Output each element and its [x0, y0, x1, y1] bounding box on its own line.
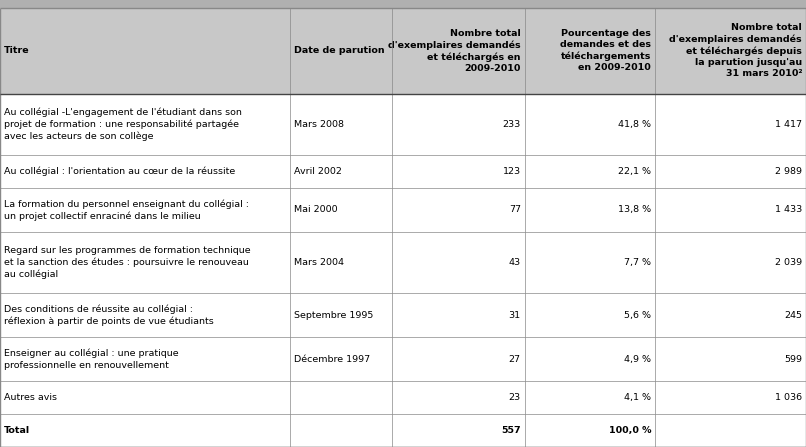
Text: 599: 599: [784, 355, 802, 364]
Text: 233: 233: [502, 120, 521, 129]
Text: Regard sur les programmes de formation technique
et la sanction des études : pou: Regard sur les programmes de formation t…: [4, 246, 251, 279]
Text: Décembre 1997: Décembre 1997: [294, 355, 371, 364]
Text: 7,7 %: 7,7 %: [624, 258, 651, 267]
Text: Mai 2000: Mai 2000: [294, 206, 338, 215]
Text: Au collégial -L'engagement de l'étudiant dans son
projet de formation : une resp: Au collégial -L'engagement de l'étudiant…: [4, 108, 242, 141]
Bar: [0, 414, 806, 447]
Text: La formation du personnel enseignant du collégial :
un projet collectif enraciné: La formation du personnel enseignant du …: [4, 199, 249, 220]
Text: 123: 123: [503, 167, 521, 176]
Text: 2 989: 2 989: [775, 167, 802, 176]
Bar: [0, 337, 806, 381]
Text: Enseigner au collégial : une pratique
professionnelle en renouvellement: Enseigner au collégial : une pratique pr…: [4, 349, 179, 370]
Text: Autres avis: Autres avis: [4, 393, 57, 402]
Text: 100,0 %: 100,0 %: [609, 426, 651, 435]
Text: Septembre 1995: Septembre 1995: [294, 311, 374, 320]
Text: Au collégial : l'orientation au cœur de la réussite: Au collégial : l'orientation au cœur de …: [4, 167, 235, 176]
Text: Mars 2004: Mars 2004: [294, 258, 344, 267]
Text: 245: 245: [784, 311, 802, 320]
Text: 4,1 %: 4,1 %: [624, 393, 651, 402]
Bar: [0, 93, 806, 155]
Text: Mars 2008: Mars 2008: [294, 120, 344, 129]
Text: 31: 31: [509, 311, 521, 320]
Bar: [0, 293, 806, 337]
Text: 557: 557: [501, 426, 521, 435]
Text: 13,8 %: 13,8 %: [618, 206, 651, 215]
Text: Des conditions de réussite au collégial :
réflexion à partir de points de vue ét: Des conditions de réussite au collégial …: [4, 305, 214, 326]
Text: Total: Total: [4, 426, 30, 435]
Text: 77: 77: [509, 206, 521, 215]
Text: 2 039: 2 039: [775, 258, 802, 267]
Text: Nombre total
d'exemplaires demandés
et téléchargés en
2009-2010: Nombre total d'exemplaires demandés et t…: [388, 29, 521, 72]
Text: 41,8 %: 41,8 %: [618, 120, 651, 129]
Text: Nombre total
d'exemplaires demandés
et téléchargés depuis
la parution jusqu'au
3: Nombre total d'exemplaires demandés et t…: [669, 23, 802, 78]
Text: 4,9 %: 4,9 %: [624, 355, 651, 364]
Text: 1 433: 1 433: [775, 206, 802, 215]
Text: 1 417: 1 417: [775, 120, 802, 129]
Bar: [0, 188, 806, 232]
Bar: [0, 155, 806, 188]
Text: 1 036: 1 036: [775, 393, 802, 402]
Bar: [0, 232, 806, 293]
Text: 43: 43: [509, 258, 521, 267]
Text: 23: 23: [509, 393, 521, 402]
Bar: [0, 8, 806, 93]
Text: 22,1 %: 22,1 %: [618, 167, 651, 176]
Text: Date de parution: Date de parution: [294, 46, 385, 55]
Bar: [0, 381, 806, 414]
Text: Avril 2002: Avril 2002: [294, 167, 343, 176]
Text: Pourcentage des
demandes et des
téléchargements
en 2009-2010: Pourcentage des demandes et des téléchar…: [560, 30, 651, 72]
Text: Titre: Titre: [4, 46, 30, 55]
Text: 27: 27: [509, 355, 521, 364]
Bar: [0, 0, 806, 8]
Text: 5,6 %: 5,6 %: [624, 311, 651, 320]
